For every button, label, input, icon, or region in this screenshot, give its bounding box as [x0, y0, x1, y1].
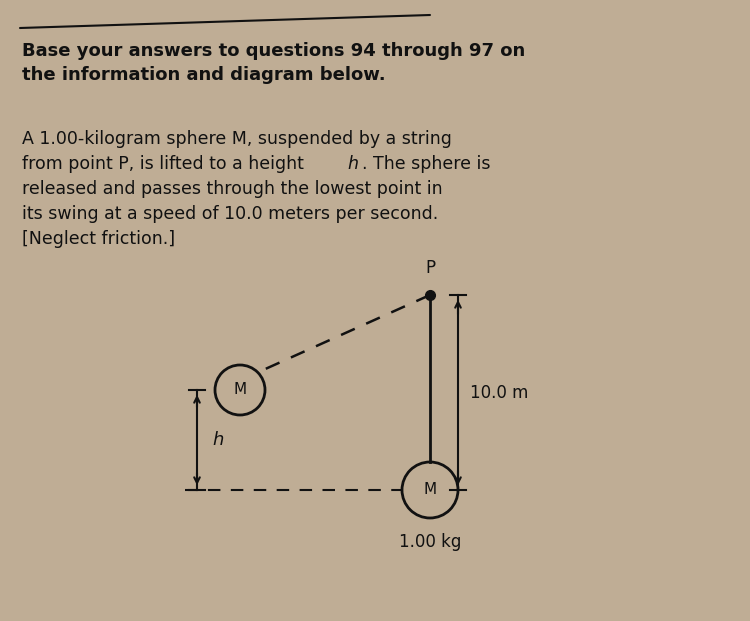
Text: h: h [212, 431, 223, 449]
Text: released and passes through the lowest point in: released and passes through the lowest p… [22, 180, 442, 198]
Text: [Neglect friction.]: [Neglect friction.] [22, 230, 175, 248]
Text: 10.0 m: 10.0 m [470, 384, 528, 402]
Text: 1.00 kg: 1.00 kg [399, 533, 461, 551]
Text: its swing at a speed of 10.0 meters per second.: its swing at a speed of 10.0 meters per … [22, 205, 438, 223]
Text: . The sphere is: . The sphere is [362, 155, 490, 173]
Text: A 1.00-kilogram sphere M, suspended by a string: A 1.00-kilogram sphere M, suspended by a… [22, 130, 451, 148]
Text: Base your answers to questions 94 through 97 on
the information and diagram belo: Base your answers to questions 94 throug… [22, 42, 525, 84]
Text: h: h [347, 155, 358, 173]
Text: P: P [425, 259, 435, 277]
Text: M: M [233, 383, 247, 397]
Text: from point P, is lifted to a height: from point P, is lifted to a height [22, 155, 309, 173]
Text: M: M [424, 483, 436, 497]
